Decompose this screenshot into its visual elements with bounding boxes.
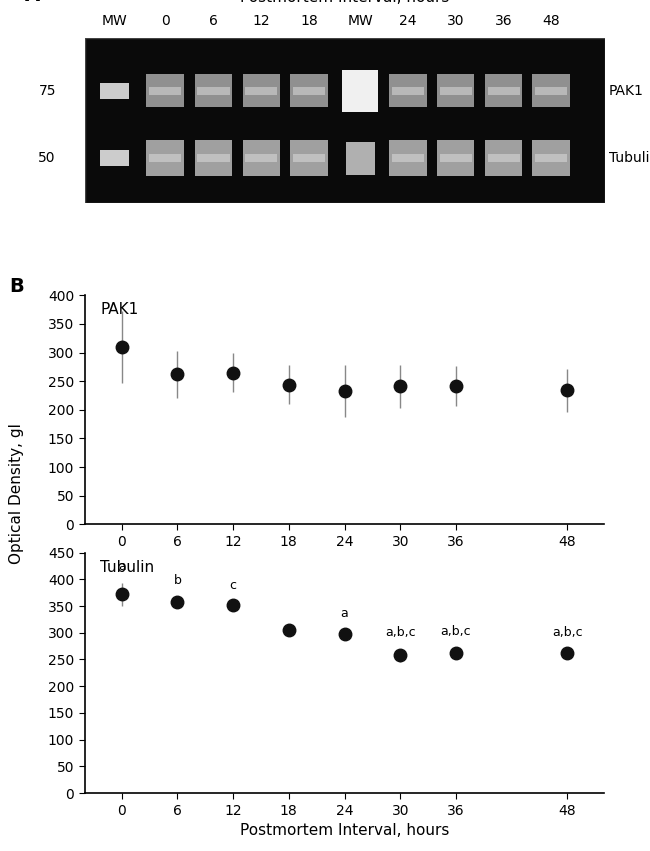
Bar [195,74,232,107]
Bar [245,154,278,163]
Text: b: b [174,574,181,587]
Text: a,b,c: a,b,c [441,625,471,637]
Bar [389,140,426,176]
Bar [99,150,129,167]
Bar [291,140,328,176]
Bar [242,74,280,107]
Text: Optical Density, gl: Optical Density, gl [8,423,24,564]
Bar [535,154,567,163]
Bar [485,140,523,176]
Text: a: a [118,560,125,573]
Bar [198,87,229,95]
Text: PAK1: PAK1 [608,84,644,98]
Text: 30: 30 [447,14,465,28]
Bar [291,74,328,107]
Bar [346,142,374,174]
Text: Tubulin: Tubulin [100,560,154,574]
Text: 6: 6 [209,14,218,28]
Text: 50: 50 [38,151,56,165]
Bar [198,154,229,163]
Bar [245,87,278,95]
Bar [392,154,424,163]
Bar [439,154,472,163]
Bar [195,140,232,176]
Text: 18: 18 [300,14,318,28]
Text: 0: 0 [161,14,170,28]
Text: a,b,c: a,b,c [385,626,415,639]
Bar [149,87,181,95]
Text: a: a [341,608,348,620]
Bar [488,87,520,95]
Bar [439,87,472,95]
Text: a,b,c: a,b,c [552,625,582,638]
Bar [146,74,184,107]
Text: 12: 12 [252,14,270,28]
Text: PAK1: PAK1 [100,302,138,317]
Text: Postmortem Interval, hours: Postmortem Interval, hours [240,0,449,5]
Text: 36: 36 [495,14,512,28]
Bar [99,83,129,99]
Bar [437,74,474,107]
Text: 48: 48 [542,14,560,28]
Text: 75: 75 [38,84,56,98]
Bar [342,70,378,112]
Bar [392,87,424,95]
Text: c: c [229,580,237,592]
Text: MW: MW [347,14,373,28]
Bar [437,140,474,176]
Bar [146,140,184,176]
Text: 24: 24 [399,14,417,28]
Text: B: B [9,277,24,296]
Bar [293,87,325,95]
Bar [242,140,280,176]
Bar [532,140,569,176]
Bar [535,87,567,95]
Bar [149,154,181,163]
Text: Tubulin: Tubulin [608,151,650,165]
Text: A: A [25,0,40,5]
X-axis label: Postmortem Interval, hours: Postmortem Interval, hours [240,823,449,838]
Text: MW: MW [101,14,127,28]
Bar [532,74,569,107]
Bar [485,74,523,107]
Bar [488,154,520,163]
Bar [389,74,426,107]
Bar [293,154,325,163]
